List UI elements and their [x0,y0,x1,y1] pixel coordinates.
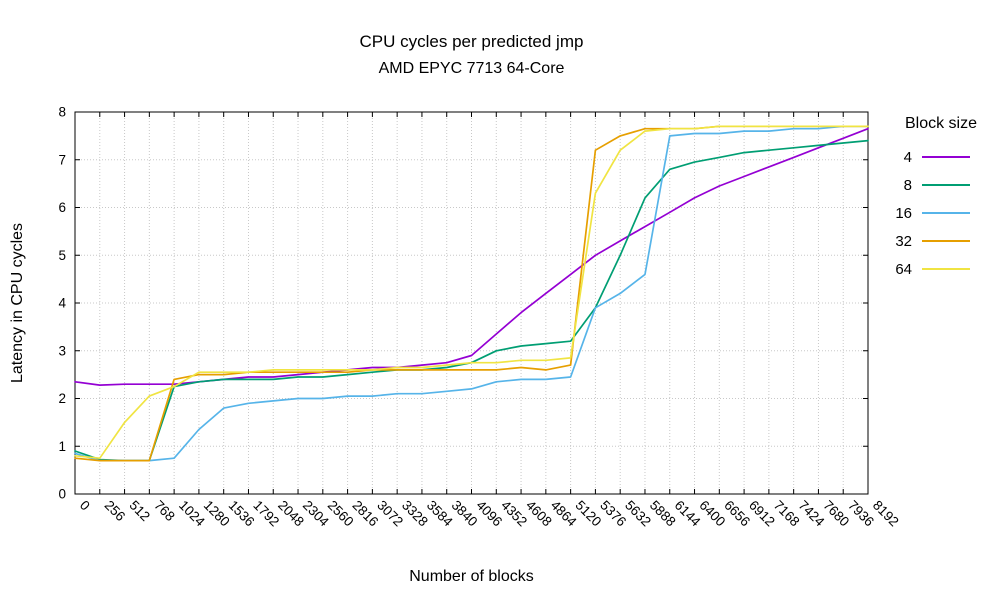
x-tick-label: 512 [126,498,153,525]
y-tick-label: 4 [58,296,66,311]
x-tick-label: 4864 [548,498,580,530]
legend-item: 4 [884,143,998,171]
legend-item-label: 4 [903,148,912,166]
y-tick-label: 8 [58,105,66,120]
y-tick-label: 1 [58,439,66,454]
x-tick-label: 3584 [424,498,456,530]
x-tick-label: 4352 [498,498,530,530]
legend-item: 16 [884,199,998,227]
legend-item-label: 16 [895,204,912,222]
x-tick-label: 5632 [622,498,654,530]
legend-color-sample [922,184,970,186]
x-tick-label: 5120 [573,498,605,530]
y-tick-label: 3 [58,343,66,358]
x-tick-label: 1280 [201,498,233,530]
x-tick-label: 7424 [796,498,828,530]
series-line-64 [74,125,869,460]
x-tick-label: 6656 [721,498,753,530]
x-tick-label: 256 [102,498,129,525]
x-tick-label: 1024 [176,498,208,530]
x-tick-label: 6400 [696,498,728,530]
x-tick-label: 5888 [647,498,679,530]
x-tick-label: 1536 [226,498,258,530]
legend-item-label: 8 [903,176,912,194]
legend: Block size 4 8 16 32 64 [884,115,998,283]
legend-item-label: 32 [895,232,912,250]
x-tick-label: 768 [151,498,178,525]
legend-item: 8 [884,171,998,199]
x-tick-label: 0 [77,498,93,514]
x-tick-label: 7680 [820,498,852,530]
series-line-32 [74,125,869,462]
x-tick-label: 3328 [399,498,431,530]
x-tick-label: 2304 [300,498,332,530]
y-tick-label: 5 [58,248,66,263]
x-tick-label: 4608 [523,498,555,530]
x-tick-label: 4096 [473,498,505,530]
legend-color-sample [922,240,970,242]
legend-color-sample [922,156,970,158]
x-tick-label: 6912 [746,498,778,530]
plot-border [74,111,869,495]
x-tick-label: 2048 [275,498,307,530]
y-tick-label: 2 [58,391,66,406]
y-tick-label: 7 [58,152,66,167]
x-tick-label: 7936 [845,498,877,530]
x-tick-label: 7168 [771,498,803,530]
y-tick-label: 6 [58,200,66,215]
legend-item-label: 64 [895,260,912,278]
chart-subtitle: AMD EPYC 7713 64-Core [378,60,565,77]
y-tick-label: 0 [58,487,66,502]
x-tick-label: 3840 [449,498,481,530]
chart-title: CPU cycles per predicted jmp [359,32,584,51]
x-tick-label: 3072 [374,498,406,530]
x-tick-label: 8192 [870,498,902,530]
legend-color-sample [922,212,970,214]
x-tick-label: 6144 [672,498,704,530]
x-tick-label: 1792 [250,498,282,530]
legend-title: Block size [904,115,978,132]
legend-item: 64 [884,255,998,283]
x-axis-title: Number of blocks [409,568,534,585]
x-tick-label: 2560 [325,498,357,530]
x-tick-label: 2816 [349,498,381,530]
legend-item: 32 [884,227,998,255]
legend-color-sample [922,268,970,270]
x-tick-label: 5376 [597,498,629,530]
series-line-16 [74,125,869,462]
